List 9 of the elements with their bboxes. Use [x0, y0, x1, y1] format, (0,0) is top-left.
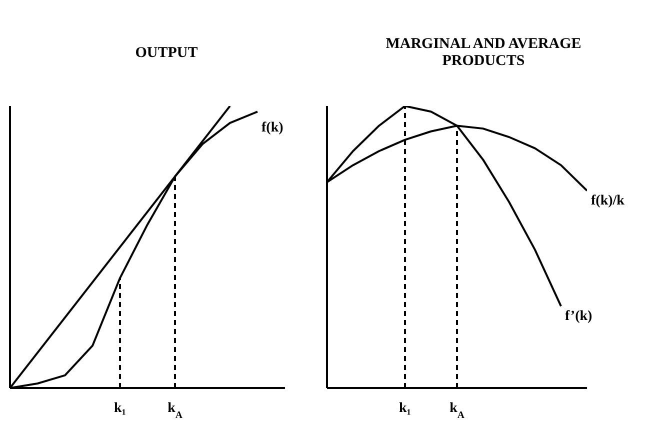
chart-title: OUTPUT [134, 44, 199, 62]
series-label: f(k) [262, 120, 284, 136]
series-label: f(k)/k [591, 194, 625, 209]
series-label: f’(k) [565, 309, 593, 324]
x-tick-label: k$_{A}$ [168, 401, 182, 420]
x-tick-label: k₁ [114, 401, 126, 416]
x-tick-label: k₁ [399, 401, 411, 416]
x-tick-label: k$_{A}$ [450, 401, 464, 420]
chart-title: MARGINAL AND AVERAGE PRODUCTS [384, 35, 582, 71]
